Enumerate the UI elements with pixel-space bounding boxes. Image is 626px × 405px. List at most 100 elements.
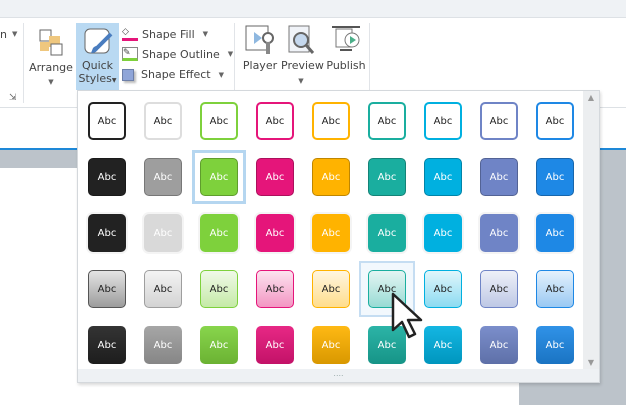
style-tile[interactable]: Abc	[536, 270, 574, 308]
style-tile[interactable]: Abc	[368, 158, 406, 196]
publish-button[interactable]: Publish	[325, 24, 367, 72]
style-tile[interactable]: Abc	[536, 158, 574, 196]
tile-label: Abc	[209, 115, 229, 127]
tile-label: Abc	[265, 227, 285, 239]
style-tile[interactable]: Abc	[480, 270, 518, 308]
tile-label: Abc	[321, 171, 341, 183]
style-tile[interactable]: Abc	[88, 158, 126, 196]
shape-effect-icon	[122, 68, 134, 81]
style-tile[interactable]: Abc	[200, 326, 238, 364]
player-icon	[245, 25, 274, 54]
style-tile[interactable]: Abc	[312, 158, 350, 196]
style-tile[interactable]: Abc	[480, 158, 518, 196]
style-tile[interactable]: Abc	[312, 214, 350, 252]
scrollbar[interactable]: ▲ ▼	[583, 91, 599, 369]
style-tile[interactable]: Abc	[424, 270, 462, 308]
style-tile[interactable]: Abc	[144, 270, 182, 308]
style-tile[interactable]: Abc	[256, 326, 294, 364]
chevron-down-icon: ▼	[218, 70, 224, 79]
shape-outline-button[interactable]: ✎ Shape Outline ▼	[122, 47, 233, 61]
partial-button-label[interactable]: n	[0, 28, 7, 41]
style-tile[interactable]: Abc	[256, 214, 294, 252]
style-tile[interactable]: Abc	[424, 158, 462, 196]
tile-label: Abc	[489, 171, 509, 183]
publish-icon	[332, 26, 360, 51]
style-tile[interactable]: Abc	[88, 102, 126, 140]
chevron-down-icon: ▼	[227, 50, 234, 58]
resize-grip[interactable]: ....	[78, 369, 599, 382]
tile-label: Abc	[97, 283, 117, 295]
style-tile[interactable]: Abc	[424, 214, 462, 252]
style-tile[interactable]: Abc	[256, 270, 294, 308]
preview-button[interactable]: Preview ▼	[281, 24, 324, 88]
style-tile[interactable]: Abc	[200, 270, 238, 308]
quick-styles-button[interactable]: Quick Styles▼	[76, 23, 119, 90]
chevron-down-icon[interactable]: ▼	[12, 30, 18, 38]
style-tile[interactable]: Abc	[480, 102, 518, 140]
quick-styles-gallery: Abc Abc Abc Abc Abc Abc Abc Abc Abc Abc Abc Abc Abc A…	[77, 90, 600, 383]
tile-label: Abc	[545, 283, 565, 295]
style-tile[interactable]: Abc	[312, 102, 350, 140]
tile-label: Abc	[489, 227, 509, 239]
style-tile[interactable]: Abc	[88, 270, 126, 308]
style-tile[interactable]: Abc	[256, 158, 294, 196]
chevron-down-icon: ▼	[298, 77, 304, 85]
style-tile[interactable]: Abc	[424, 326, 462, 364]
style-tile[interactable]: Abc	[256, 102, 294, 140]
tile-label: Abc	[321, 115, 341, 127]
style-tile[interactable]: Abc	[200, 158, 238, 196]
style-tile[interactable]: Abc	[88, 326, 126, 364]
tile-label: Abc	[153, 339, 173, 351]
arrange-icon	[39, 29, 63, 56]
tile-label: Abc	[265, 283, 285, 295]
quick-styles-brush-icon	[84, 28, 112, 54]
style-tile[interactable]: Abc	[312, 270, 350, 308]
scroll-up-icon[interactable]: ▲	[587, 93, 595, 102]
style-tile[interactable]: Abc	[144, 326, 182, 364]
tile-label: Abc	[433, 339, 453, 351]
tile-label: Abc	[489, 283, 509, 295]
player-button[interactable]: Player	[241, 24, 279, 72]
tile-label: Abc	[489, 339, 509, 351]
tile-label: Abc	[153, 283, 173, 295]
tile-label: Abc	[377, 339, 397, 351]
scroll-down-icon[interactable]: ▼	[587, 358, 595, 367]
player-label: Player	[242, 59, 278, 72]
tile-label: Abc	[265, 171, 285, 183]
tile-label: Abc	[545, 115, 565, 127]
tile-label: Abc	[545, 227, 565, 239]
style-tile[interactable]: Abc	[536, 326, 574, 364]
style-tile[interactable]: Abc	[368, 214, 406, 252]
tile-label: Abc	[545, 339, 565, 351]
tile-label: Abc	[97, 339, 117, 351]
style-tile[interactable]: Abc	[368, 326, 406, 364]
tile-label: Abc	[209, 283, 229, 295]
quick-styles-label-1: Quick	[81, 59, 114, 72]
shape-outline-label: Shape Outline	[142, 47, 220, 61]
style-tile[interactable]: Abc	[368, 102, 406, 140]
style-tile[interactable]: Abc	[144, 214, 182, 252]
style-tile[interactable]: Abc	[88, 214, 126, 252]
style-tile[interactable]: Abc	[200, 214, 238, 252]
style-tile[interactable]: Abc	[480, 214, 518, 252]
chevron-down-icon: ▼	[48, 78, 54, 86]
style-tile[interactable]: Abc	[536, 102, 574, 140]
tile-label: Abc	[433, 283, 453, 295]
shape-effect-button[interactable]: Shape Effect ▼	[122, 68, 224, 81]
pencil-icon: ✎	[122, 47, 138, 61]
style-tile[interactable]: Abc	[480, 326, 518, 364]
style-tile[interactable]: Abc	[200, 102, 238, 140]
shape-fill-button[interactable]: ◇ Shape Fill ▼	[122, 27, 208, 41]
paint-bucket-icon: ◇	[122, 27, 138, 41]
style-tile[interactable]: Abc	[144, 102, 182, 140]
style-tile[interactable]: Abc	[536, 214, 574, 252]
tile-label: Abc	[265, 115, 285, 127]
style-tile[interactable]: Abc	[144, 158, 182, 196]
tile-label: Abc	[545, 171, 565, 183]
style-tile[interactable]: Abc	[424, 102, 462, 140]
dialog-launcher-icon[interactable]: ⇲	[9, 93, 17, 103]
preview-icon	[288, 25, 315, 54]
arrange-button[interactable]: Arrange ▼	[28, 24, 74, 104]
tile-label: Abc	[489, 115, 509, 127]
style-tile[interactable]: Abc	[312, 326, 350, 364]
